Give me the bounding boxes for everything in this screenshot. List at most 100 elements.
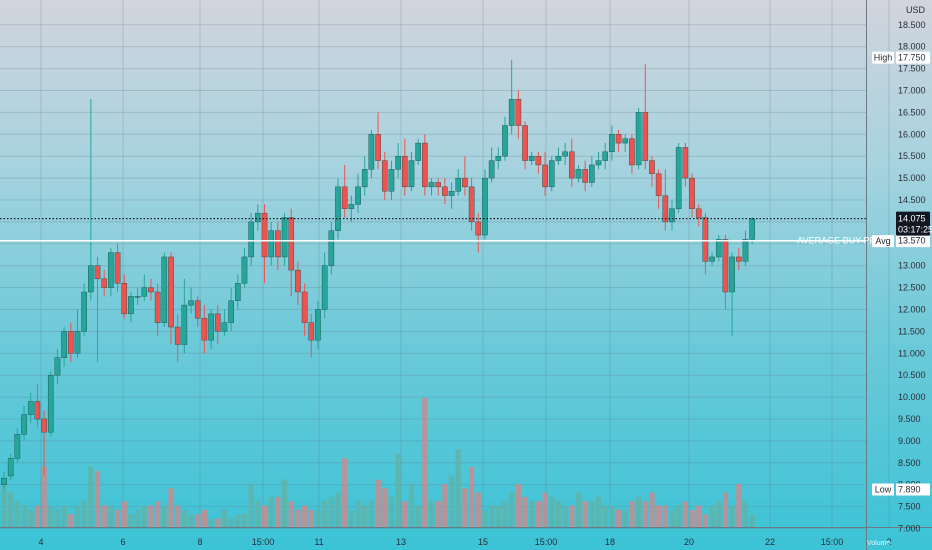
candle [635, 108, 642, 170]
candles [1, 59, 755, 490]
candle [201, 305, 208, 354]
time-tick-label: 15:00 [252, 537, 275, 547]
volume-bar [302, 505, 308, 527]
volume-bar [188, 514, 194, 527]
price-tick-label: 15.500 [898, 151, 926, 161]
candle-body [448, 191, 455, 196]
candle [21, 405, 27, 441]
time-axis[interactable]: 4 6 8 15:00 11 13 15 15:00 18 20 22 15:00 2 [38, 537, 891, 547]
volume-bar [34, 505, 40, 527]
candle [428, 178, 435, 196]
candle [555, 147, 562, 165]
candle-body [241, 256, 248, 284]
price-tick-label: 8.500 [898, 458, 921, 468]
candle [535, 151, 542, 174]
candle-body [415, 142, 421, 161]
volume-bar [275, 496, 281, 527]
volume-bar [235, 514, 241, 527]
candle-body [402, 155, 408, 188]
candle [589, 156, 595, 187]
volume-bar [742, 501, 749, 527]
volume-bar [589, 501, 595, 527]
candle-body [14, 434, 21, 459]
volume-bar [228, 518, 234, 527]
candle-body [261, 212, 268, 258]
volume-bar [101, 505, 107, 527]
candle-body [542, 164, 548, 188]
volume-bar [522, 496, 528, 527]
candle-body [34, 401, 41, 420]
candle [468, 178, 475, 231]
candle-body [602, 151, 608, 161]
volume-bar [569, 505, 575, 527]
candle [582, 160, 588, 192]
candle [74, 309, 81, 358]
price-tick-label: 16.000 [898, 129, 926, 139]
candle-body [67, 331, 74, 354]
candle-body [442, 186, 448, 196]
volume-bar [529, 501, 535, 527]
candle-body [47, 375, 54, 433]
volume-bar [41, 466, 47, 527]
candle [268, 221, 275, 266]
volume-bar [549, 496, 555, 527]
price-tick-label: 11.000 [898, 348, 925, 358]
candle [1, 471, 7, 490]
candle [395, 143, 401, 179]
volume-bar [676, 505, 682, 527]
candle-body [689, 177, 695, 209]
candle [462, 156, 468, 196]
time-tick-label: 8 [197, 537, 202, 547]
candle-body [395, 155, 401, 170]
candle-body [408, 160, 415, 188]
price-tick-label: 12.500 [898, 283, 926, 293]
volume-bar [368, 501, 374, 527]
candle-body [7, 458, 14, 477]
volume-bar [709, 505, 715, 527]
candle [27, 392, 34, 424]
candle [181, 278, 188, 354]
candle-body [154, 291, 161, 323]
volume-bar [8, 492, 14, 527]
candle-body [468, 186, 475, 223]
candle [675, 143, 682, 214]
volume-bar [636, 496, 642, 527]
time-tick-label: 6 [120, 537, 125, 547]
volume-bar [388, 496, 395, 527]
volume-bar [348, 509, 354, 527]
candle [308, 313, 315, 358]
price-axis[interactable]: 7.0007.5008.0008.5009.0009.50010.00010.5… [872, 20, 932, 534]
price-tick-label: 9.000 [898, 436, 921, 446]
candle [375, 112, 381, 170]
candle-body [74, 331, 81, 354]
volume-bar [515, 484, 521, 527]
candle [134, 287, 141, 306]
candle-body [615, 134, 622, 144]
volume-bar [335, 492, 341, 527]
countdown-value: 03:17:25 [898, 225, 932, 235]
volume-bar [308, 509, 314, 527]
candle-body [435, 182, 442, 188]
volume-bar [455, 449, 461, 527]
volume-bar [716, 501, 722, 527]
price-lines: AVERAGE BUY PRICE [0, 218, 891, 246]
high-marker-tag [872, 51, 894, 64]
volume-bar [736, 484, 742, 527]
candle [729, 252, 735, 336]
candle [368, 129, 375, 179]
candle-body [508, 99, 515, 126]
volume-bar [662, 505, 668, 527]
volume-bar [595, 496, 602, 527]
volume-bar [629, 501, 635, 527]
price-tick-label: 15.000 [898, 173, 926, 183]
candle [515, 90, 522, 139]
volume-bar [535, 501, 541, 527]
candle [629, 134, 635, 174]
candle-body [101, 278, 107, 288]
candle-body [108, 252, 114, 288]
volume-bar [642, 501, 648, 527]
candle [689, 173, 695, 218]
